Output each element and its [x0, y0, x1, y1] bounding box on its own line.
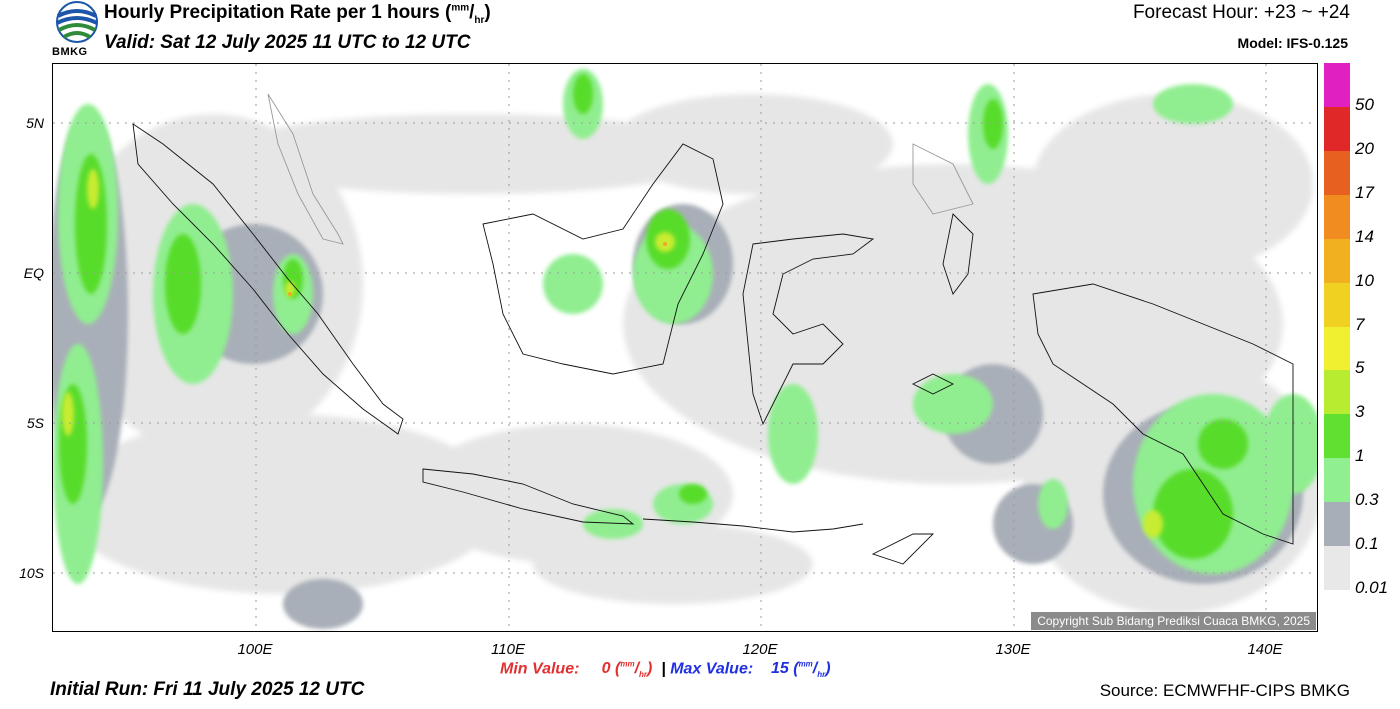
max-value-label: Max Value:	[670, 660, 754, 678]
legend-label: 17	[1355, 182, 1374, 202]
separator: |	[661, 660, 666, 678]
legend-swatch	[1324, 370, 1350, 415]
legend-swatch	[1324, 150, 1350, 196]
source-label: Source: ECMWFHF-CIPS BMKG	[1099, 681, 1350, 700]
map-gridlines	[53, 64, 1317, 631]
lon-label-140e: 140E	[1247, 641, 1283, 658]
legend-label: 10	[1355, 270, 1374, 290]
legend-label: 1	[1355, 446, 1365, 466]
lon-label-100e: 100E	[237, 641, 273, 658]
legend-swatch	[1324, 458, 1350, 503]
legend-swatch	[1324, 414, 1350, 459]
copyright-notice: Copyright Sub Bidang Prediksi Cuaca BMKG…	[1031, 612, 1316, 630]
legend-label: 7	[1355, 314, 1365, 334]
map-canvas	[53, 64, 1317, 631]
legend-swatch	[1324, 326, 1350, 371]
min-max-values: Min Value: 0 (mm/hr) | Max Value: 15 (mm…	[500, 660, 831, 680]
lat-label-10s: 10S	[19, 565, 44, 581]
valid-time: Valid: Sat 12 July 2025 11 UTC to 12 UTC	[104, 32, 471, 53]
legend-label: 14	[1355, 226, 1374, 246]
min-value: 0	[601, 660, 611, 678]
lon-label-110e: 110E	[491, 641, 525, 658]
legend-label: 0.01	[1355, 578, 1389, 597]
legend-label: 20	[1355, 138, 1374, 158]
lat-label-eq: EQ	[23, 265, 44, 281]
precip-yellow	[62, 169, 1163, 538]
lat-label-5s: 5S	[26, 415, 44, 431]
legend-label: 3	[1355, 402, 1365, 422]
legend-label: 50	[1355, 94, 1374, 114]
coastlines	[132, 93, 1294, 565]
lon-label-120e: 120E	[742, 641, 778, 658]
legend-swatch	[1324, 63, 1350, 108]
color-legend	[1324, 63, 1350, 591]
min-value-label: Min Value:	[500, 660, 580, 678]
legend-swatch	[1324, 546, 1350, 591]
max-value: 15	[770, 660, 789, 678]
lat-label-5n: 5N	[26, 115, 44, 131]
legend-swatch	[1324, 238, 1350, 284]
initial-run: Initial Run: Fri 11 July 2025 12 UTC	[50, 679, 365, 700]
legend-label: 5	[1355, 358, 1365, 378]
legend-swatch	[1324, 106, 1350, 152]
bmkg-logo	[52, 0, 102, 62]
precipitation-map	[52, 63, 1318, 632]
legend-label: 0.1	[1355, 534, 1379, 554]
model-label: Model: IFS-0.125	[1237, 35, 1348, 51]
legend-label: 0.3	[1355, 490, 1379, 510]
precip-orange	[288, 242, 667, 296]
lon-label-130e: 130E	[995, 641, 1031, 658]
chart-title: Hourly Precipitation Rate per 1 hours (m…	[104, 2, 491, 26]
legend-swatch	[1324, 282, 1350, 327]
legend-swatch	[1324, 502, 1350, 547]
logo-text: BMKG	[52, 46, 88, 58]
legend-swatch	[1324, 194, 1350, 240]
forecast-hour: Forecast Hour: +23 ~ +24	[1132, 2, 1350, 23]
